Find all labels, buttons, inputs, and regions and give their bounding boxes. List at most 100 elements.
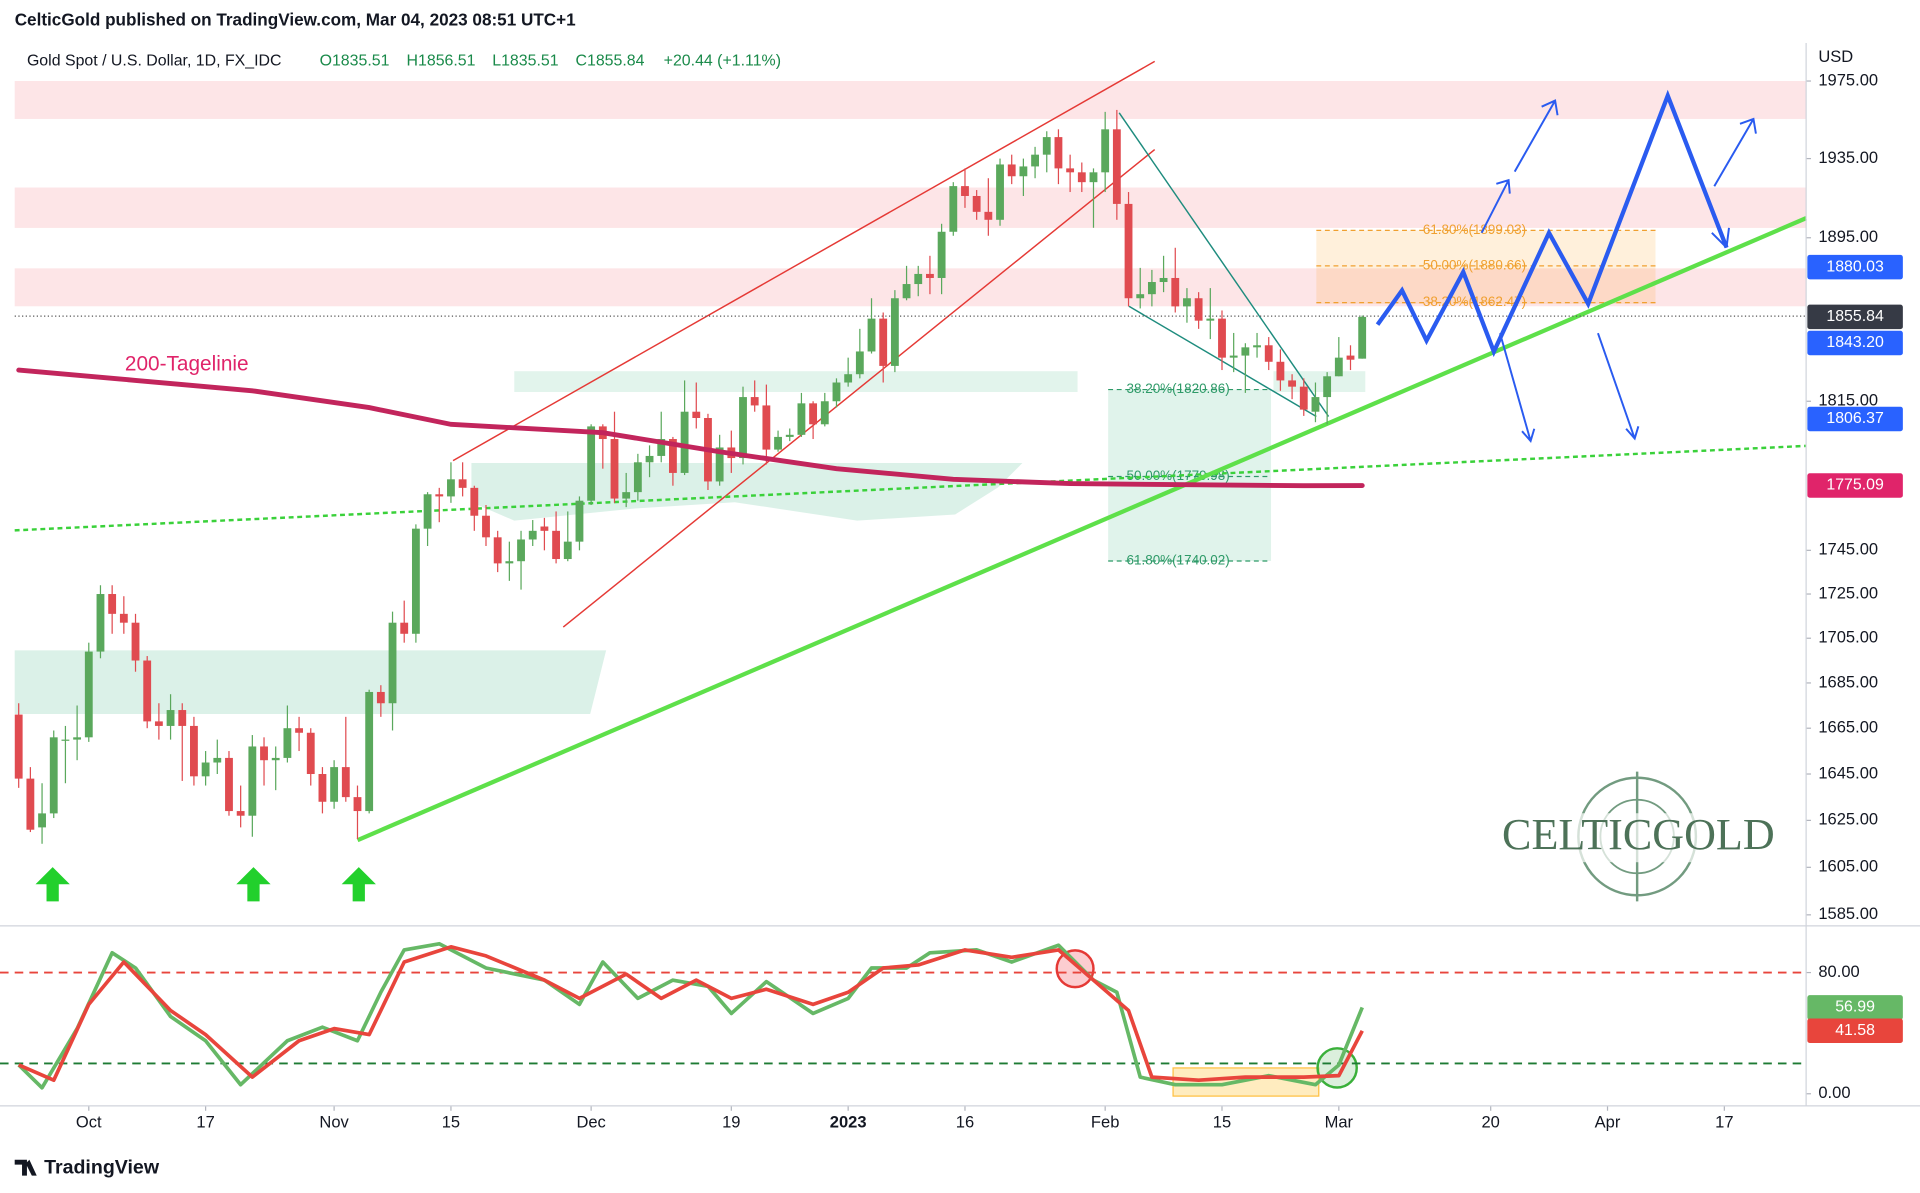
value-label: 41.58: [1835, 1022, 1875, 1039]
sma-label: 200-Tagelinie: [125, 353, 249, 376]
x-tick-label: 15: [442, 1112, 460, 1131]
candle-body: [190, 725, 198, 777]
high: H1856.51: [407, 53, 476, 70]
candle-body: [119, 613, 128, 623]
candle-body: [260, 746, 268, 761]
candle-body: [668, 439, 677, 473]
candle-body: [447, 479, 455, 497]
candle-body: [657, 439, 666, 456]
candle-body: [1183, 298, 1191, 307]
candle-body: [972, 195, 981, 212]
price-label: 1806.37: [1826, 410, 1884, 427]
sma-price: 1775.09: [1826, 477, 1884, 494]
candle-body: [1311, 397, 1320, 412]
candle-body: [622, 492, 631, 499]
candle-body: [73, 737, 82, 740]
candle-body: [318, 774, 327, 802]
current-price: 1855.84: [1826, 308, 1884, 325]
candle-body: [633, 462, 642, 493]
candle-body: [1171, 277, 1180, 307]
candle-body: [832, 382, 841, 402]
y-tick-label: 1705.00: [1818, 628, 1878, 647]
y-tick-label: 80.00: [1818, 962, 1859, 981]
candle-body: [1288, 380, 1297, 387]
candle-body: [213, 757, 222, 763]
y-tick-label: 1815.00: [1818, 391, 1878, 410]
candle-body: [154, 721, 163, 726]
candle-body: [540, 526, 549, 531]
candle-body: [575, 500, 584, 542]
candle-body: [563, 541, 572, 560]
y-tick-label: 1745.00: [1818, 540, 1878, 559]
candle-body: [143, 660, 152, 722]
candle-body: [341, 767, 350, 798]
resistance-zone: [14, 80, 1807, 119]
candle-body: [1112, 129, 1121, 204]
candle-body: [108, 594, 117, 614]
fib-zone: [1316, 230, 1656, 304]
wedge-line: [1128, 305, 1317, 418]
current-price-box: [1807, 304, 1903, 330]
trend-line: [356, 216, 1807, 843]
candle-body: [61, 739, 70, 741]
candle-body: [587, 426, 596, 501]
candle-body: [1346, 355, 1355, 360]
y-tick-label: 1585.00: [1818, 904, 1878, 923]
logo-text: TradingView: [44, 1157, 160, 1179]
value-box: [1807, 995, 1903, 1020]
candle-body: [131, 622, 140, 661]
y-tick-label: 1725.00: [1818, 583, 1878, 602]
candle-body: [201, 762, 210, 777]
candle-body: [774, 436, 782, 450]
candle-body: [820, 401, 829, 425]
value-box: [1807, 1018, 1903, 1044]
candle-body: [528, 530, 537, 540]
x-tick-label: Feb: [1091, 1112, 1119, 1131]
oscillator-line: [18, 944, 1364, 1083]
y-tick-label: 1895.00: [1818, 227, 1878, 246]
candle-body: [26, 778, 35, 830]
candle-body: [680, 411, 689, 473]
candle-body: [1276, 361, 1285, 381]
projection-arrows: [1480, 99, 1757, 443]
candle-body: [949, 186, 958, 232]
wedge-line: [1118, 112, 1330, 417]
candle-body: [283, 728, 292, 758]
candle-body: [844, 374, 853, 383]
candle-body: [14, 714, 23, 779]
signal-circle: [1055, 949, 1095, 989]
demand-zone: [471, 463, 1023, 521]
x-tick-label: 20: [1482, 1112, 1500, 1131]
candle-body: [984, 211, 993, 220]
x-tick-label: Apr: [1595, 1112, 1621, 1131]
candle-body: [1007, 164, 1016, 177]
close: C1855.84: [576, 53, 645, 70]
fib-label: 50.00%(1880.66): [1423, 257, 1526, 272]
channel-line: [452, 60, 1156, 462]
candle-body: [84, 651, 93, 738]
candle-body: [1077, 172, 1086, 183]
y-tick-label: 1685.00: [1818, 672, 1878, 691]
candle-body: [1299, 386, 1308, 410]
candle-body: [1042, 137, 1051, 155]
series: [0, 80, 1812, 1111]
candle-body: [552, 530, 561, 560]
signal-zone: [1172, 1067, 1320, 1097]
currency: USD: [1818, 47, 1853, 66]
change: +20.44 (+1.11%): [664, 53, 781, 70]
candle-body: [879, 318, 888, 366]
candle-body: [1218, 318, 1226, 358]
candle-body: [890, 298, 899, 366]
x-tick-label: 19: [722, 1112, 740, 1131]
candle-body: [493, 537, 502, 564]
candle-body: [1241, 347, 1250, 356]
candle-body: [715, 447, 724, 482]
low: L1835.51: [492, 53, 558, 70]
x-tick-label: Dec: [576, 1112, 605, 1131]
candle-body: [38, 813, 46, 828]
resistance-zone: [14, 187, 1807, 228]
x-tick-label: 16: [956, 1112, 974, 1131]
watermark-text: CELTICGOLD: [1502, 810, 1775, 859]
y-tick-label: 1975.00: [1818, 70, 1878, 89]
x-tick-label: Oct: [76, 1112, 102, 1131]
